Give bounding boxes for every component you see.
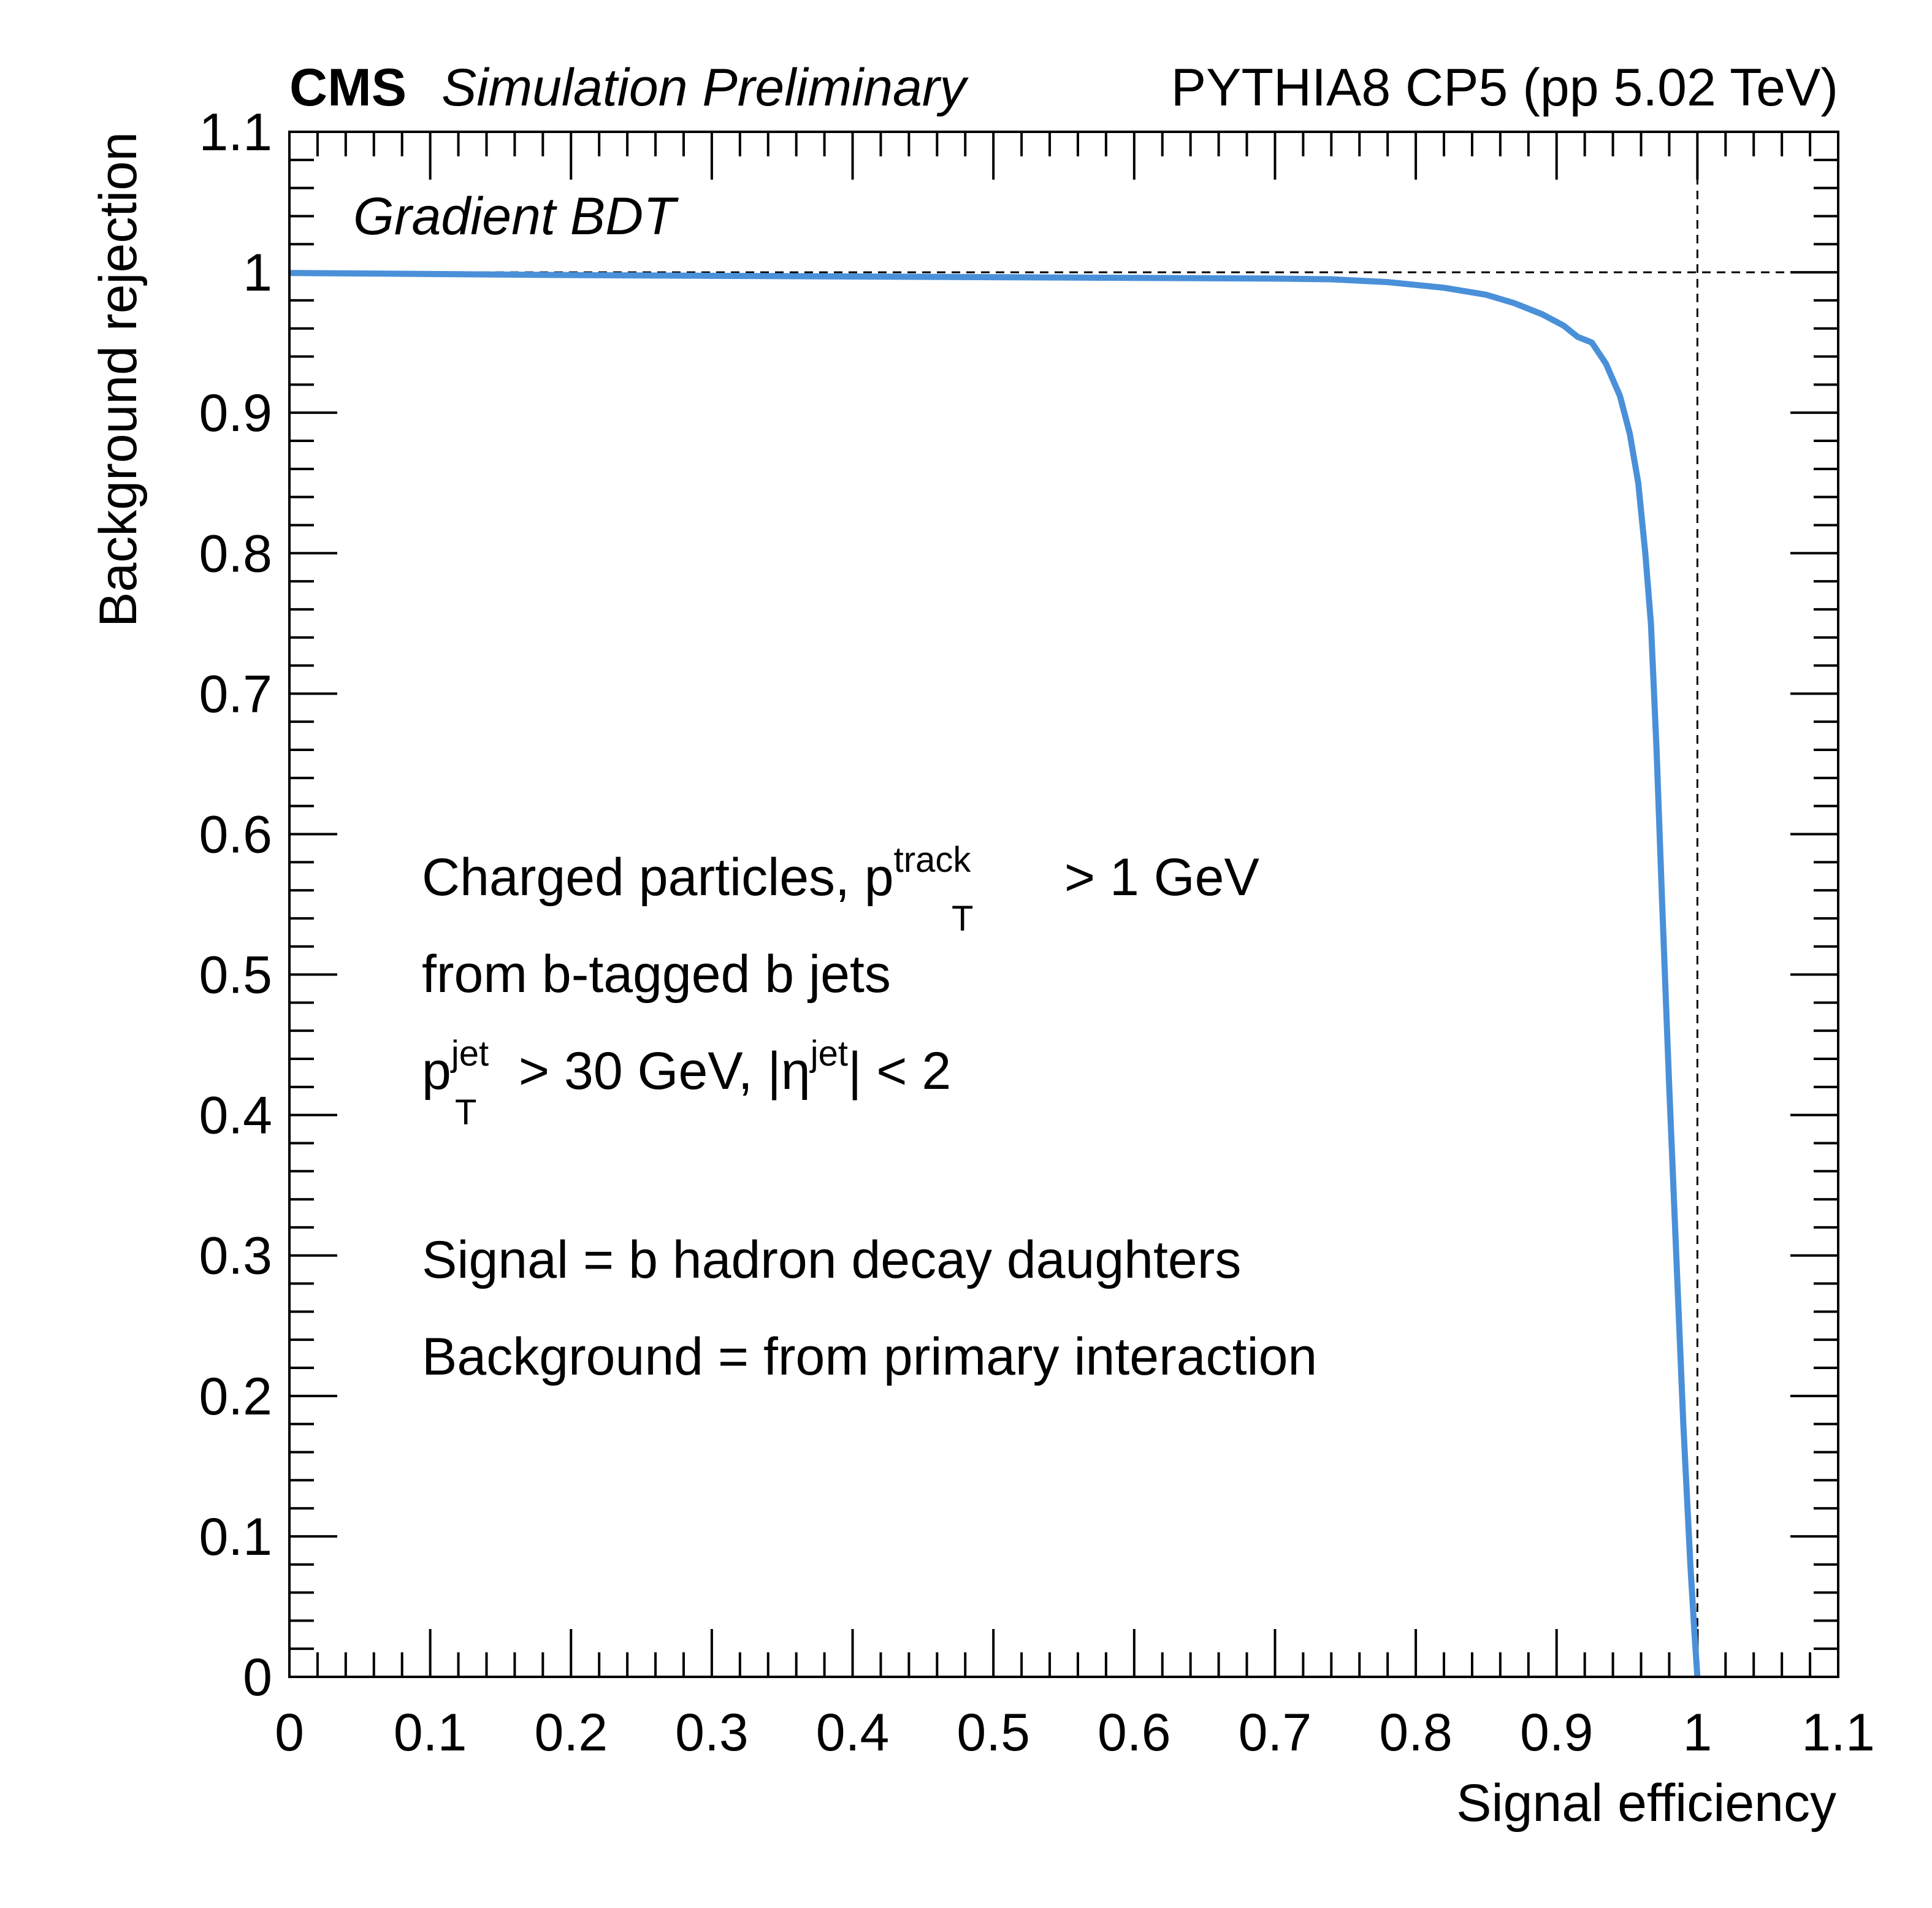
- x-tick-label: 1: [1682, 1703, 1712, 1762]
- y-tick-label: 0.1: [199, 1508, 272, 1566]
- x-tick-label: 0.4: [816, 1703, 890, 1762]
- y-tick-label: 0.6: [199, 805, 272, 864]
- x-tick-label: 0.1: [394, 1703, 467, 1762]
- annotation-line3-sup1: jet: [450, 1034, 489, 1074]
- y-tick-label: 0.9: [199, 384, 272, 443]
- y-tick-label: 0.5: [199, 946, 272, 1005]
- x-tick-label: 0: [275, 1703, 304, 1762]
- annotation-line3-tail: | < 2: [848, 1042, 951, 1101]
- method-label: Gradient BDT: [353, 187, 679, 246]
- x-tick-label: 0.2: [534, 1703, 608, 1762]
- annotation-line3-mid: > 30 GeV, |η: [504, 1042, 811, 1101]
- x-axis-title: Signal efficiency: [1456, 1774, 1836, 1833]
- annotation-background-definition: Background = from primary interaction: [422, 1327, 1317, 1386]
- y-tick-label: 0.8: [199, 524, 272, 583]
- annotation-line1-sup: track: [894, 840, 972, 880]
- x-tick-label: 0.3: [675, 1703, 749, 1762]
- annotation-charged-particles: Charged particles, ptrack T > 1 GeV: [422, 840, 1259, 939]
- y-tick-label: 1: [243, 243, 272, 302]
- y-tick-labels: 0 0.1 0.2 0.3 0.4 0.5 0.6 0.7 0.8 0.9 1 1.1: [199, 103, 272, 1707]
- y-tick-label: 1.1: [199, 103, 272, 162]
- x-tick-label: 0.8: [1379, 1703, 1453, 1762]
- annotation-line1-sub: T: [952, 899, 973, 939]
- annotation-line3-p: p: [422, 1042, 451, 1101]
- annotation-jet-cuts: pjet T > 30 GeV, |ηjet| < 2: [422, 1034, 951, 1132]
- x-tick-label: 0.6: [1098, 1703, 1171, 1762]
- x-tick-label: 0.5: [956, 1703, 1030, 1762]
- x-tick-label: 1.1: [1801, 1703, 1875, 1762]
- annotation-signal-definition: Signal = b hadron decay daughters: [422, 1231, 1241, 1289]
- plot-frame: [288, 131, 1839, 1678]
- annotation-line3-sub: T: [455, 1093, 476, 1132]
- cms-label: CMS: [289, 58, 407, 117]
- x-tick-label: 0.9: [1520, 1703, 1594, 1762]
- annotation-b-jets: from b-tagged b jets: [422, 945, 891, 1004]
- simulation-preliminary-label: Simulation Preliminary: [441, 58, 969, 117]
- y-tick-label: 0.7: [199, 665, 272, 723]
- series-layer: [289, 270, 1701, 1677]
- roc-curve-line: [289, 270, 1701, 1677]
- axis-ticks: [288, 131, 1839, 1678]
- y-axis-title: Background rejection: [89, 132, 148, 627]
- y-tick-label: 0.3: [199, 1227, 272, 1286]
- x-tick-label: 0.7: [1239, 1703, 1312, 1762]
- annotation-line3-sup2: jet: [809, 1034, 848, 1074]
- generator-label: PYTHIA8 CP5 (pp 5.02 TeV): [1171, 58, 1838, 117]
- annotation-line1-main: Charged particles, p: [422, 848, 894, 907]
- y-tick-label: 0: [243, 1648, 272, 1707]
- y-tick-label: 0.2: [199, 1367, 272, 1426]
- annotation-line1-tail: > 1 GeV: [1050, 848, 1259, 907]
- x-tick-labels: 0 0.1 0.2 0.3 0.4 0.5 0.6 0.7 0.8 0.9 1 1.1: [275, 1703, 1875, 1762]
- y-tick-label: 0.4: [199, 1086, 272, 1145]
